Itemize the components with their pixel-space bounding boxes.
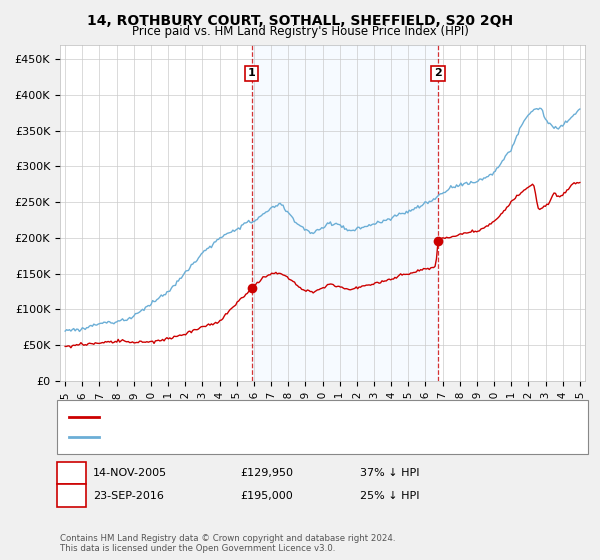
Text: Price paid vs. HM Land Registry's House Price Index (HPI): Price paid vs. HM Land Registry's House …: [131, 25, 469, 38]
Text: £195,000: £195,000: [240, 491, 293, 501]
Text: 14, ROTHBURY COURT, SOTHALL, SHEFFIELD, S20 2QH (detached house): 14, ROTHBURY COURT, SOTHALL, SHEFFIELD, …: [105, 412, 469, 422]
Text: £129,950: £129,950: [240, 468, 293, 478]
Text: 2: 2: [434, 68, 442, 78]
Text: 23-SEP-2016: 23-SEP-2016: [93, 491, 164, 501]
Text: HPI: Average price, detached house, Sheffield: HPI: Average price, detached house, Shef…: [105, 432, 334, 442]
Text: 14-NOV-2005: 14-NOV-2005: [93, 468, 167, 478]
Text: 1: 1: [248, 68, 256, 78]
Text: 1: 1: [67, 466, 76, 480]
Text: 37% ↓ HPI: 37% ↓ HPI: [360, 468, 419, 478]
Text: Contains HM Land Registry data © Crown copyright and database right 2024.
This d: Contains HM Land Registry data © Crown c…: [60, 534, 395, 553]
Text: 14, ROTHBURY COURT, SOTHALL, SHEFFIELD, S20 2QH: 14, ROTHBURY COURT, SOTHALL, SHEFFIELD, …: [87, 14, 513, 28]
Bar: [251, 45, 438, 381]
Text: 2: 2: [67, 489, 76, 502]
Text: 25% ↓ HPI: 25% ↓ HPI: [360, 491, 419, 501]
